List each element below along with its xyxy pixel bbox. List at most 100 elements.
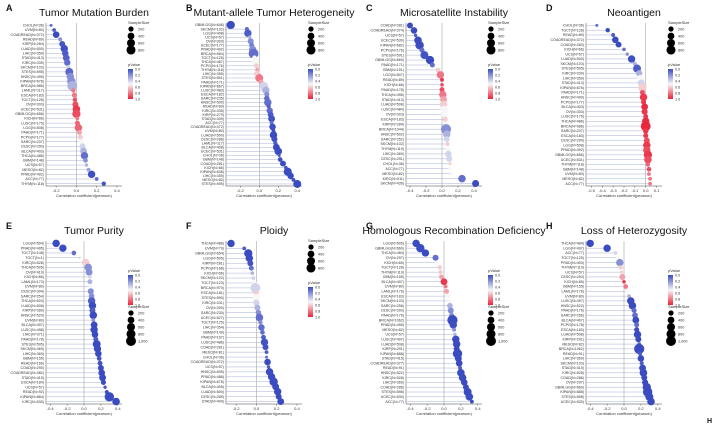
category-label: KICH(N=66) (564, 48, 584, 52)
color-legend-label: 1.0 (495, 97, 500, 101)
size-legend-label: 400 (318, 252, 324, 256)
x-tick-label: 0.2 (274, 406, 280, 411)
color-legend-label: 0.8 (315, 91, 320, 95)
size-legend-label: 800 (678, 332, 684, 336)
category-label: STES(N=598) (562, 395, 584, 399)
size-legend-title: SampleSize (668, 304, 690, 309)
data-point (227, 239, 235, 248)
size-legend-dot (666, 45, 676, 55)
data-point (407, 22, 413, 29)
size-legend-label: 600 (678, 41, 684, 45)
size-legend-dot (666, 322, 676, 332)
category-label: PRAD(N=493) (561, 261, 584, 265)
category-label: HNSC(N=522) (381, 371, 404, 375)
category-label: KIRC(N=335) (202, 109, 224, 113)
category-label: LUAD(N=500) (21, 47, 44, 51)
category-label: KIPAN(N=682) (380, 43, 404, 47)
data-point (260, 330, 265, 335)
category-label: COAD(N=290) (21, 366, 44, 370)
category-label: LUAD(N=508) (381, 103, 404, 107)
color-legend-label: 0.2 (675, 73, 680, 77)
data-point (452, 327, 457, 332)
category-label: KICH(N=65) (564, 280, 584, 284)
data-point (287, 172, 294, 180)
category-label: TGCT(N=125) (201, 56, 224, 60)
data-point (250, 271, 255, 275)
x-tick-label: 0.0 (643, 188, 649, 193)
color-legend-title: pValue (488, 268, 501, 273)
category-label: LUSC(N=497) (381, 337, 404, 341)
category-label: KIRP(N=284) (383, 122, 404, 126)
category-label: LGG(N=497) (563, 246, 584, 250)
x-tick-label: -0.4 (407, 406, 415, 411)
data-point (633, 330, 642, 339)
category-label: BRCA(N=1062) (559, 347, 584, 351)
color-legend-label: 0.2 (675, 279, 680, 283)
category-label: PAAD(N=178) (381, 88, 404, 92)
x-tick-label: -0.2 (237, 188, 245, 193)
category-label: GBMLGG(N=654) (195, 252, 224, 256)
data-point (52, 239, 60, 248)
data-point (87, 170, 96, 179)
data-point (628, 301, 637, 310)
category-label: GBM(N=151) (383, 68, 404, 72)
category-label: KIRP(N=279) (203, 113, 224, 117)
size-legend-label: 400 (678, 34, 684, 38)
panel-b: B Mutant-allele Tumor Heterogeneity GBMLGG… (186, 3, 355, 198)
category-label: MESO(N=82) (562, 342, 584, 346)
category-label: KIRC(N=528) (562, 371, 584, 375)
x-tick-label: 0.4 (294, 406, 300, 411)
category-label: HNSC(N=499) (21, 75, 44, 79)
color-legend-label: 0.8 (135, 297, 140, 301)
size-legend-title: SampleSize (308, 238, 330, 243)
color-legend-label: 0.6 (135, 85, 140, 89)
category-label: LUAD(N=500) (561, 57, 584, 61)
data-point (86, 167, 91, 172)
size-legend-title: SampleSize (128, 20, 150, 25)
data-point (447, 302, 453, 309)
data-point (275, 393, 282, 400)
category-label: LIHC(N=359) (563, 76, 584, 80)
category-label: KIPAN(N=676) (20, 79, 44, 83)
category-label: KIRP(N=289) (23, 309, 44, 313)
size-legend-label: 600 (678, 325, 684, 329)
data-point (410, 27, 418, 34)
size-legend-dot (488, 26, 494, 32)
category-label: STES(N=595) (22, 342, 44, 346)
category-label: ACC(N=77) (205, 121, 224, 125)
category-label: COADREAD(N=372) (551, 38, 584, 42)
data-point (618, 265, 623, 270)
size-legend-dot (487, 316, 495, 324)
category-label: LIHC(N=369) (563, 357, 584, 361)
data-point (264, 91, 270, 97)
data-point (251, 275, 256, 281)
category-label: KIRP(N=291) (563, 337, 584, 341)
category-label: LUAD(N=500) (201, 390, 224, 394)
x-tick-label: -0.4 (599, 188, 607, 193)
color-legend-title: pValue (668, 62, 681, 67)
category-label: KIRC(N=511) (383, 177, 404, 181)
color-legend-label: 0.8 (495, 297, 500, 301)
data-point (638, 351, 643, 356)
size-legend-label: 800 (318, 266, 324, 270)
category-label: OV(N=419) (26, 270, 44, 274)
category-label: READ(N=89) (563, 33, 584, 37)
x-tick-label: 0.0 (74, 188, 80, 193)
data-point (435, 67, 441, 73)
category-label: GBM(N=148) (563, 167, 584, 171)
data-point (91, 318, 96, 323)
category-label: TGCT(N=148) (21, 251, 44, 255)
category-label: MESO(N=82) (382, 172, 404, 176)
data-point (253, 63, 259, 69)
data-point (447, 307, 454, 314)
panel-d: D Neoantigen CHOL(N=36)TGCT(N=128)READ(N=8… (546, 3, 690, 198)
data-point (247, 38, 254, 45)
data-point (264, 98, 272, 107)
data-point (420, 51, 429, 60)
data-point (458, 366, 463, 371)
category-label: COADREAD(N=372) (191, 125, 224, 129)
category-label: LAML(N=176) (562, 290, 584, 294)
data-point (49, 23, 53, 27)
category-label: KIRC(N=339) (562, 72, 584, 76)
category-label: READ(N=92) (23, 390, 44, 394)
